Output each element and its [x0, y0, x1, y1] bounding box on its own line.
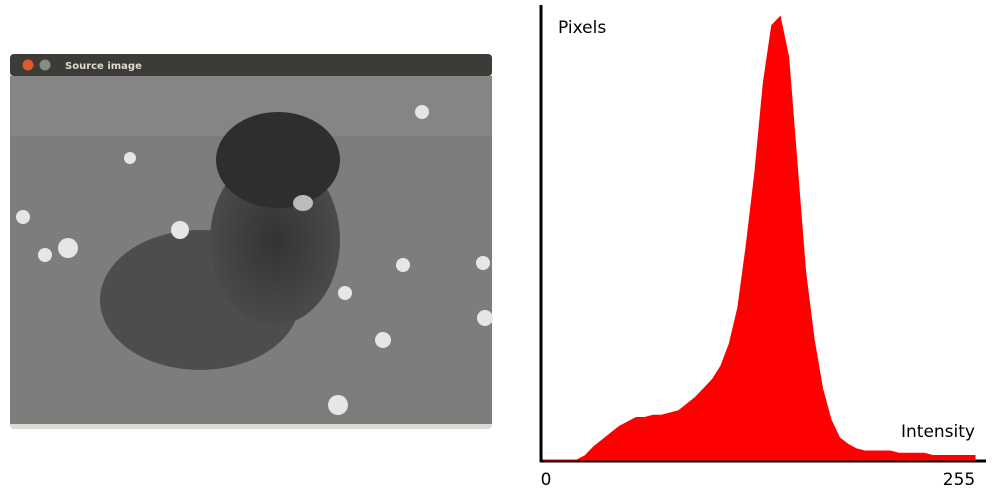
histogram-area	[543, 15, 976, 461]
source-window: Source image	[10, 54, 493, 429]
x-axis-label: Intensity	[901, 422, 975, 442]
x-tick-label: 0	[541, 470, 552, 490]
title-bar	[10, 54, 492, 76]
minimize-button[interactable]	[39, 59, 51, 71]
dog-head	[216, 112, 340, 208]
dog-tongue	[293, 195, 313, 211]
y-axis-label: Pixels	[558, 18, 606, 38]
flowers	[16, 105, 493, 415]
x-tick-label: 255	[943, 470, 975, 490]
source-image	[10, 76, 493, 424]
histogram: Pixels Intensity	[539, 5, 986, 463]
close-button[interactable]	[22, 59, 34, 71]
window-title: Source image	[65, 61, 142, 72]
